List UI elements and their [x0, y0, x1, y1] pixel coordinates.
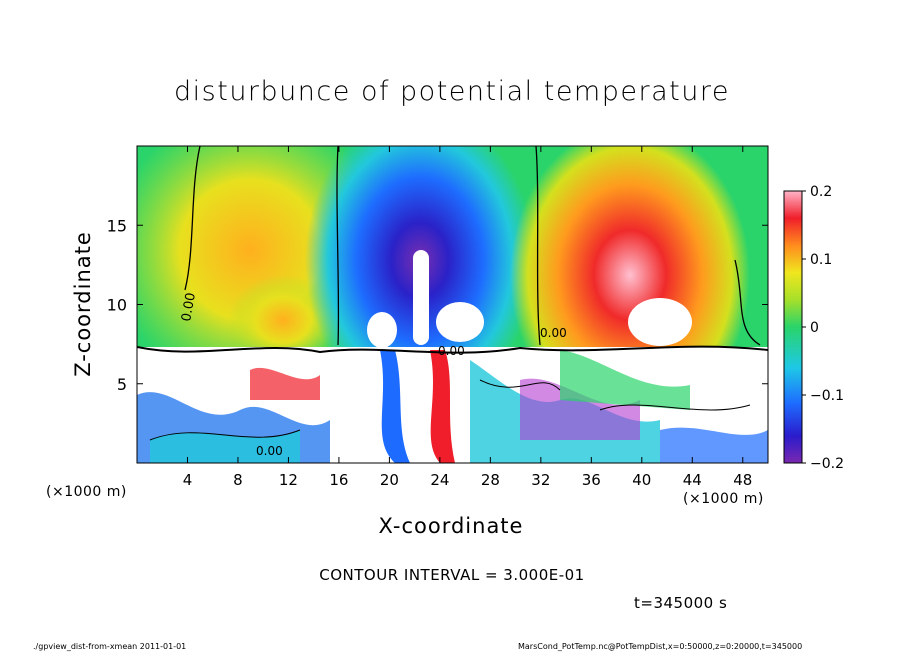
x-tick-label: 28: [481, 471, 500, 489]
x-unit-label-right: (×1000 m): [683, 491, 764, 507]
colorbar: [783, 190, 803, 464]
x-tick-label: 24: [430, 471, 449, 489]
y-tick-label: 10: [107, 296, 127, 315]
x-tick-label: 48: [733, 471, 752, 489]
x-tick-label: 36: [582, 471, 601, 489]
x-tick-label: 44: [683, 471, 702, 489]
x-tick-label: 32: [531, 471, 550, 489]
y-tick-label: 15: [107, 216, 127, 235]
contour-interval-text: CONTOUR INTERVAL = 3.000E-01: [319, 566, 585, 584]
heatmap-field: 0.00 0.00 0.00 0.00: [137, 146, 768, 463]
plot-frame: [136, 145, 769, 464]
colorbar-tick-label: 0: [810, 320, 819, 336]
footer-command: ./gpview_dist-from-xmean 2011-01-01: [33, 642, 187, 651]
footer-source: MarsCond_PotTemp.nc@PotTempDist,x=0:5000…: [518, 642, 803, 651]
x-unit-label-left: (×1000 m): [46, 484, 127, 500]
colorbar-tick-label: 0.1: [810, 252, 832, 268]
contour-label: 0.00: [256, 444, 283, 458]
x-tick-label: 8: [233, 471, 243, 489]
y-tick-label: 5: [117, 375, 127, 394]
x-tick-label: 20: [380, 471, 399, 489]
colorbar-tick-label: −0.1: [810, 388, 844, 404]
y-axis-label: Z-coordinate: [71, 231, 95, 377]
x-axis-label: X-coordinate: [378, 514, 524, 538]
x-tick-label: 4: [183, 471, 193, 489]
contour-label: 0.00: [179, 292, 199, 323]
chart-title: disturbunce of potential temperature: [174, 76, 730, 107]
time-stamp: t=345000 s: [634, 594, 728, 612]
x-tick-label: 12: [279, 471, 298, 489]
x-tick-label: 16: [329, 471, 348, 489]
colorbar-tick-label: −0.2: [810, 456, 844, 472]
contour-label: 0.00: [438, 344, 465, 358]
contour-label: 0.00: [540, 326, 567, 340]
x-tick-label: 40: [632, 471, 651, 489]
lower-turbulent-layer: [137, 345, 768, 463]
colorbar-tick-label: 0.2: [810, 184, 832, 200]
